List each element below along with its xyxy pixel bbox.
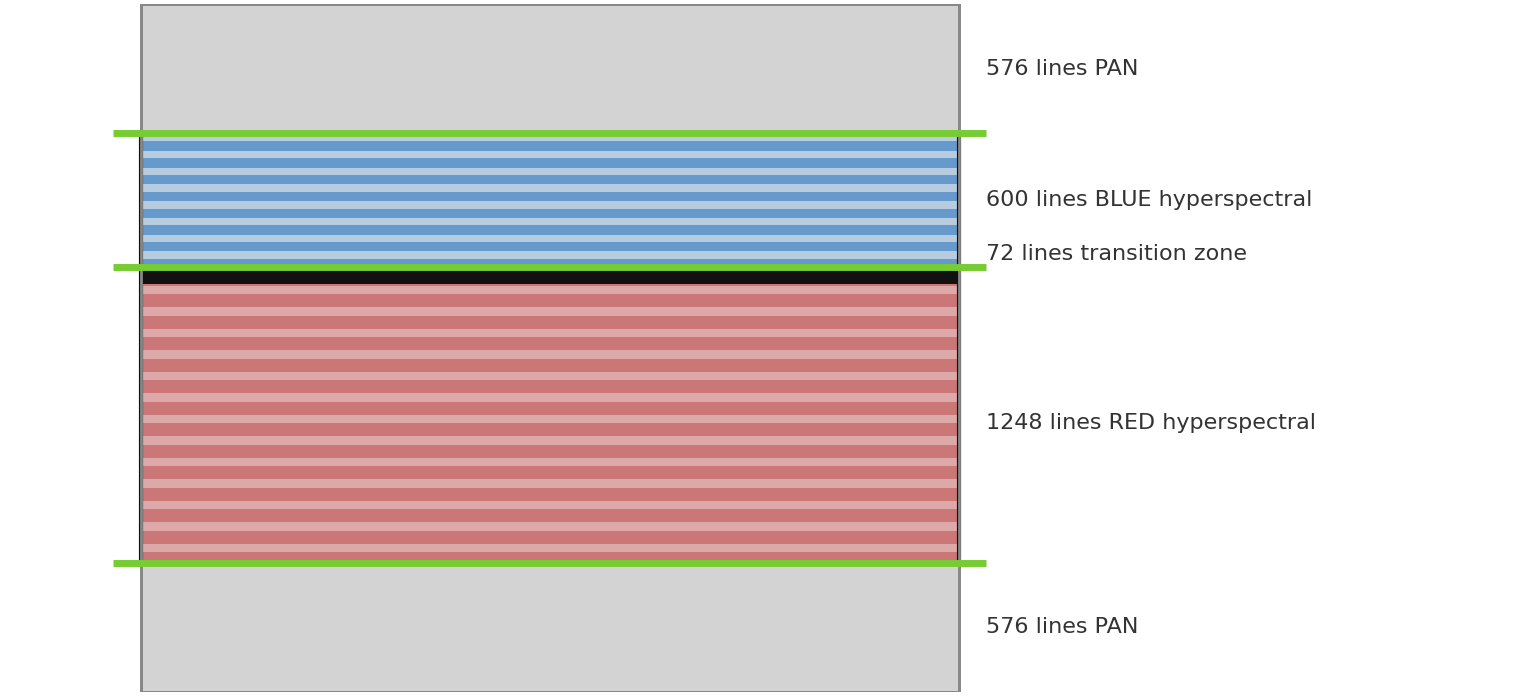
Bar xyxy=(140,133,959,563)
Bar xyxy=(140,436,959,445)
Bar xyxy=(140,184,959,192)
Bar xyxy=(140,544,959,552)
Bar xyxy=(140,133,959,267)
Bar xyxy=(140,251,959,259)
Bar xyxy=(140,4,959,692)
Bar xyxy=(140,350,959,358)
Bar xyxy=(140,415,959,423)
Bar xyxy=(140,393,959,402)
Text: 576 lines PAN: 576 lines PAN xyxy=(986,58,1138,79)
Bar xyxy=(140,201,959,209)
Text: 1248 lines RED hyperspectral: 1248 lines RED hyperspectral xyxy=(986,413,1317,433)
Bar xyxy=(140,218,959,226)
Bar xyxy=(140,457,959,466)
Bar xyxy=(140,500,959,509)
Bar xyxy=(140,267,959,283)
Bar xyxy=(140,307,959,316)
Text: 576 lines PAN: 576 lines PAN xyxy=(986,617,1138,638)
Bar xyxy=(140,4,959,692)
Bar xyxy=(140,134,959,141)
Bar xyxy=(140,329,959,338)
Bar xyxy=(140,372,959,380)
Bar xyxy=(140,285,959,294)
Bar xyxy=(140,235,959,242)
Bar xyxy=(140,522,959,530)
Text: 72 lines transition zone: 72 lines transition zone xyxy=(986,244,1247,264)
Text: 600 lines BLUE hyperspectral: 600 lines BLUE hyperspectral xyxy=(986,190,1312,210)
Bar xyxy=(140,479,959,488)
Bar xyxy=(140,151,959,158)
Bar xyxy=(140,283,959,563)
Bar xyxy=(140,168,959,175)
